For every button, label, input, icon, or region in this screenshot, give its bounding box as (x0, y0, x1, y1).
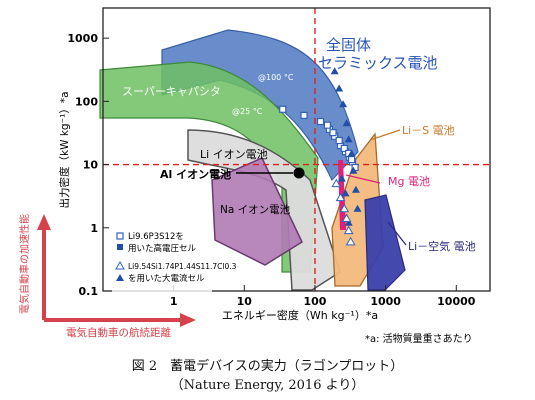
x-tick-label: 1 (170, 295, 178, 308)
x-tick-label: 10 (237, 295, 253, 308)
legend-square-icon (116, 232, 124, 240)
data-point-triangle (341, 189, 350, 197)
data-point-square (300, 111, 308, 119)
legend-entry-2-line2: を用いた大電流セル (128, 273, 205, 284)
label-solid-state-line1: 全固体 (326, 36, 371, 54)
label-al-ion: Al イオン電池 (160, 167, 231, 181)
plot-frame (102, 7, 491, 292)
legend-filled-square-icon (117, 244, 123, 250)
data-point-open-triangle (341, 213, 352, 223)
acceleration-label: 電気自動車の加速性能 (18, 214, 31, 314)
legend-box (112, 228, 212, 292)
data-point-square (335, 136, 343, 145)
y-tick-label: 1 (90, 222, 98, 235)
data-point-triangle (335, 84, 344, 92)
range-label: 電気自動車の航続距離 (66, 326, 171, 339)
data-point-square (329, 129, 337, 137)
data-point-open-triangle (343, 225, 354, 235)
acceleration-arrowhead (37, 214, 51, 230)
region-na-ion (211, 157, 303, 266)
y-axis-label: 出力密度（kW kg⁻¹）*a (58, 92, 71, 209)
y-tick-label: 1000 (67, 32, 98, 45)
annotation-25c: @25 °C (232, 107, 263, 116)
range-arrowhead (180, 313, 196, 327)
data-point-square (340, 144, 348, 153)
data-point-square (316, 117, 325, 126)
y-tick-label: 100 (75, 95, 98, 108)
al-ion-point (293, 167, 305, 179)
y-tick-label: 10 (83, 159, 99, 172)
annotation-100c: @100 °C (258, 73, 294, 82)
li-s-pointer (369, 129, 401, 141)
legend-entry-2-line1: Li9.54Si1.74P1.44S11.7Cl0.3 (128, 262, 237, 271)
data-point-triangle (339, 100, 348, 108)
x-axis-label: エネルギー密度（Wh kg⁻¹）*a (222, 308, 378, 322)
label-mg: Mg 電池 (388, 175, 430, 188)
label-na-ion: Na イオン電池 (220, 203, 291, 216)
x-tick-label: 1000 (370, 295, 401, 308)
mg-pointer (345, 174, 381, 184)
figure-caption: 図 2 蓄電デバイスの実力（ラゴンプロット） (131, 359, 404, 374)
legend-filled-triangle-icon (116, 274, 124, 281)
data-point-square (323, 121, 332, 129)
x-tick-label: 10000 (437, 295, 476, 308)
label-li-air: Li－空気 電池 (408, 239, 476, 253)
region-li-air (364, 194, 406, 291)
data-point-open-triangle (345, 236, 356, 246)
region-mg (338, 160, 346, 230)
data-point-square (348, 155, 356, 164)
label-li-s: Li－S 電池 (402, 124, 455, 137)
li-air-pointer (387, 221, 407, 246)
legend-open-triangle-icon (115, 260, 125, 270)
data-point-open-triangle (335, 192, 346, 202)
footnote: *a: 活物質量重さあたり (365, 332, 473, 345)
data-point-open-triangle (339, 203, 350, 213)
data-point-triangle (344, 135, 353, 143)
region-li-ion (187, 129, 341, 291)
legend-entry-1-line2: 用いた高電圧セル (128, 243, 197, 254)
data-point-triangle (330, 67, 339, 75)
data-point-triangle (349, 166, 358, 174)
data-point-triangle (351, 185, 360, 193)
y-tick-label: 0.1 (79, 285, 99, 298)
data-point-triangle (344, 218, 353, 226)
figure-source: （Nature Energy, 2016 より） (170, 378, 365, 393)
data-point-triangle (347, 149, 356, 157)
legend-entry-1-line1: Li9.6P3S12を (128, 232, 184, 242)
data-point-triangle (342, 119, 351, 127)
label-li-ion: Li イオン電池 (200, 148, 268, 161)
label-solid-state-line2: セラミックス電池 (318, 54, 438, 72)
data-point-square (279, 105, 287, 113)
x-tick-label: 100 (303, 295, 326, 308)
data-point-open-triangle (331, 178, 342, 188)
data-point-triangle (353, 204, 362, 212)
data-point-triangle (337, 174, 346, 182)
label-supercapacitor: スーパーキャパシタ (122, 85, 221, 98)
